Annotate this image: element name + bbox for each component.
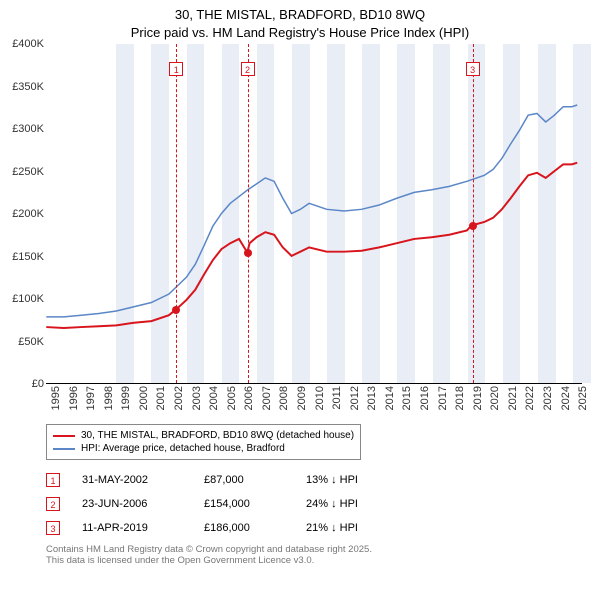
ytick-label: £0 bbox=[2, 378, 44, 390]
transaction-row: 2 23-JUN-2006 £154,000 24% ↓ HPI bbox=[46, 492, 386, 516]
legend-row: 30, THE MISTAL, BRADFORD, BD10 8WQ (deta… bbox=[53, 429, 354, 442]
xtick-label: 2000 bbox=[138, 386, 150, 410]
ytick-label: £200K bbox=[2, 208, 44, 220]
reference-marker-box: 2 bbox=[241, 62, 255, 76]
xtick-label: 2025 bbox=[577, 386, 589, 410]
transaction-index: 3 bbox=[46, 521, 60, 535]
xtick-label: 2023 bbox=[542, 386, 554, 410]
xtick-label: 2009 bbox=[296, 386, 308, 410]
ytick-label: £300K bbox=[2, 123, 44, 135]
xtick-label: 2015 bbox=[401, 386, 413, 410]
xtick-label: 2006 bbox=[243, 386, 255, 410]
xtick-label: 2011 bbox=[331, 386, 343, 410]
title-line-2: Price paid vs. HM Land Registry's House … bbox=[0, 24, 600, 42]
xtick-label: 2004 bbox=[208, 386, 220, 410]
xtick-label: 2003 bbox=[191, 386, 203, 410]
xtick-label: 2019 bbox=[472, 386, 484, 410]
transaction-index: 2 bbox=[46, 497, 60, 511]
xtick-label: 1999 bbox=[120, 386, 132, 410]
ytick-label: £50K bbox=[2, 336, 44, 348]
transaction-date: 23-JUN-2006 bbox=[82, 498, 182, 510]
xtick-label: 2005 bbox=[226, 386, 238, 410]
ytick-label: £150K bbox=[2, 251, 44, 263]
chart-svg bbox=[46, 44, 581, 383]
transaction-table: 1 31-MAY-2002 £87,000 13% ↓ HPI 2 23-JUN-2006… bbox=[46, 468, 386, 540]
transaction-diff: 13% ↓ HPI bbox=[306, 474, 386, 486]
xtick-label: 2013 bbox=[366, 386, 378, 410]
transaction-row: 3 11-APR-2019 £186,000 21% ↓ HPI bbox=[46, 516, 386, 540]
transaction-index: 1 bbox=[46, 473, 60, 487]
reference-marker-box: 3 bbox=[466, 62, 480, 76]
xtick-label: 2010 bbox=[314, 386, 326, 410]
price-marker bbox=[172, 306, 180, 314]
plot-area: 1 2 3 bbox=[46, 44, 582, 384]
transaction-price: £154,000 bbox=[204, 498, 284, 510]
title-line-1: 30, THE MISTAL, BRADFORD, BD10 8WQ bbox=[0, 6, 600, 24]
xtick-label: 2001 bbox=[155, 386, 167, 410]
xtick-label: 1997 bbox=[85, 386, 97, 410]
xtick-label: 2018 bbox=[454, 386, 466, 410]
transaction-diff: 21% ↓ HPI bbox=[306, 522, 386, 534]
footer-line-1: Contains HM Land Registry data © Crown c… bbox=[46, 544, 372, 555]
legend: 30, THE MISTAL, BRADFORD, BD10 8WQ (deta… bbox=[46, 424, 361, 460]
xtick-label: 2007 bbox=[261, 386, 273, 410]
chart-title: 30, THE MISTAL, BRADFORD, BD10 8WQ Price… bbox=[0, 0, 600, 41]
ytick-label: £400K bbox=[2, 38, 44, 50]
legend-label: HPI: Average price, detached house, Brad… bbox=[81, 442, 285, 455]
xtick-label: 2008 bbox=[278, 386, 290, 410]
xtick-label: 2012 bbox=[349, 386, 361, 410]
xtick-label: 1995 bbox=[50, 386, 62, 410]
transaction-price: £186,000 bbox=[204, 522, 284, 534]
ytick-label: £100K bbox=[2, 293, 44, 305]
xtick-label: 2016 bbox=[419, 386, 431, 410]
xtick-label: 2017 bbox=[437, 386, 449, 410]
reference-line bbox=[248, 44, 249, 383]
footer-line-2: This data is licensed under the Open Gov… bbox=[46, 555, 372, 566]
xtick-label: 2024 bbox=[560, 386, 572, 410]
xtick-label: 1996 bbox=[68, 386, 80, 410]
reference-line bbox=[473, 44, 474, 383]
legend-row: HPI: Average price, detached house, Brad… bbox=[53, 442, 354, 455]
transaction-price: £87,000 bbox=[204, 474, 284, 486]
legend-swatch bbox=[53, 435, 75, 437]
xtick-label: 2021 bbox=[507, 386, 519, 410]
price-marker bbox=[244, 249, 252, 257]
series-hpi bbox=[46, 105, 577, 317]
ytick-label: £250K bbox=[2, 166, 44, 178]
reference-marker-box: 1 bbox=[169, 62, 183, 76]
transaction-date: 31-MAY-2002 bbox=[82, 474, 182, 486]
chart-container: 30, THE MISTAL, BRADFORD, BD10 8WQ Price… bbox=[0, 0, 600, 590]
reference-line bbox=[176, 44, 177, 383]
series-price_paid bbox=[46, 163, 577, 328]
legend-swatch bbox=[53, 448, 75, 450]
price-marker bbox=[469, 222, 477, 230]
transaction-diff: 24% ↓ HPI bbox=[306, 498, 386, 510]
xtick-label: 2014 bbox=[384, 386, 396, 410]
ytick-label: £350K bbox=[2, 81, 44, 93]
xtick-label: 2022 bbox=[524, 386, 536, 410]
footer-attribution: Contains HM Land Registry data © Crown c… bbox=[46, 544, 372, 567]
xtick-label: 2020 bbox=[489, 386, 501, 410]
xtick-label: 1998 bbox=[103, 386, 115, 410]
legend-label: 30, THE MISTAL, BRADFORD, BD10 8WQ (deta… bbox=[81, 429, 354, 442]
xtick-label: 2002 bbox=[173, 386, 185, 410]
transaction-row: 1 31-MAY-2002 £87,000 13% ↓ HPI bbox=[46, 468, 386, 492]
transaction-date: 11-APR-2019 bbox=[82, 522, 182, 534]
